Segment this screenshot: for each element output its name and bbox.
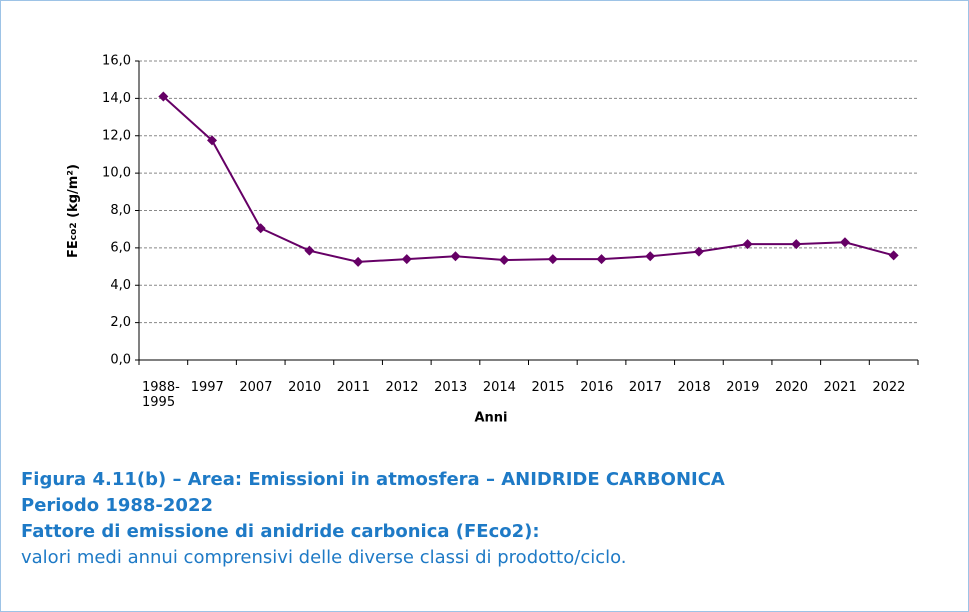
- marker: [791, 239, 802, 250]
- y-tick-label: 12,0: [102, 128, 131, 143]
- marker: [547, 254, 558, 265]
- y-tick-label: 10,0: [102, 166, 131, 181]
- marker: [645, 251, 656, 262]
- marker: [353, 256, 364, 267]
- x-tick-label: 1988- 1995: [142, 380, 180, 410]
- x-tick-label: 2019: [726, 380, 760, 395]
- x-tick-label: 2007: [239, 380, 273, 395]
- x-tick-label: 2010: [288, 380, 322, 395]
- x-tick-label: 2015: [531, 380, 565, 395]
- caption: Fattore di emissione di anidride carboni…: [21, 521, 540, 542]
- x-tick-label: 2021: [823, 380, 857, 395]
- marker: [693, 246, 704, 257]
- marker: [888, 250, 899, 261]
- x-tick-label: 2012: [385, 380, 419, 395]
- y-tick-label: 4,0: [110, 278, 131, 293]
- x-tick-label: 2011: [336, 380, 370, 395]
- x-tick-label: 2014: [482, 380, 516, 395]
- y-tick-label: 14,0: [102, 91, 131, 106]
- y-tick-label: 6,0: [110, 240, 131, 255]
- x-axis-label: Anni: [474, 411, 507, 426]
- y-label-sub: co2: [69, 222, 79, 240]
- y-tick-label: 2,0: [110, 315, 131, 330]
- marker: [450, 251, 461, 262]
- line: [162, 95, 894, 263]
- marker: [839, 237, 850, 248]
- x-tick-label: 2022: [872, 380, 906, 395]
- marker: [158, 91, 169, 102]
- marker: [207, 135, 218, 146]
- x-tick-label: 2018: [677, 380, 711, 395]
- x-tick-label: 2020: [774, 380, 809, 395]
- y-label-main: FE: [66, 240, 81, 258]
- marker: [742, 239, 753, 250]
- x-tick-label: 2017: [628, 380, 662, 395]
- marker: [304, 245, 315, 256]
- y-label-unit: (kg/m²): [66, 164, 81, 222]
- x-tick-label: 1997: [190, 380, 224, 395]
- marker: [401, 254, 412, 265]
- marker: [499, 255, 510, 266]
- x-tick-label: 2016: [580, 380, 614, 395]
- y-tick-label: 8,0: [110, 203, 131, 218]
- x-tick-label: 2013: [434, 380, 468, 395]
- caption: valori medi annui comprensivi delle dive…: [21, 547, 627, 568]
- chart: FEco2 (kg/m²) Anni 0,0 2,0 4,0 6,0 8,0 10,0 12…: [66, 54, 919, 426]
- marker: [596, 254, 607, 265]
- caption: Figura 4.11(b) – Area: Emissioni in atmo…: [21, 469, 725, 490]
- caption: Periodo 1988-2022: [21, 495, 213, 516]
- y-tick-label: 16,0: [102, 54, 131, 69]
- marker: [255, 223, 266, 234]
- y-axis-label: FEco2 (kg/m²): [66, 164, 81, 258]
- y-tick-label: 0,0: [110, 353, 131, 368]
